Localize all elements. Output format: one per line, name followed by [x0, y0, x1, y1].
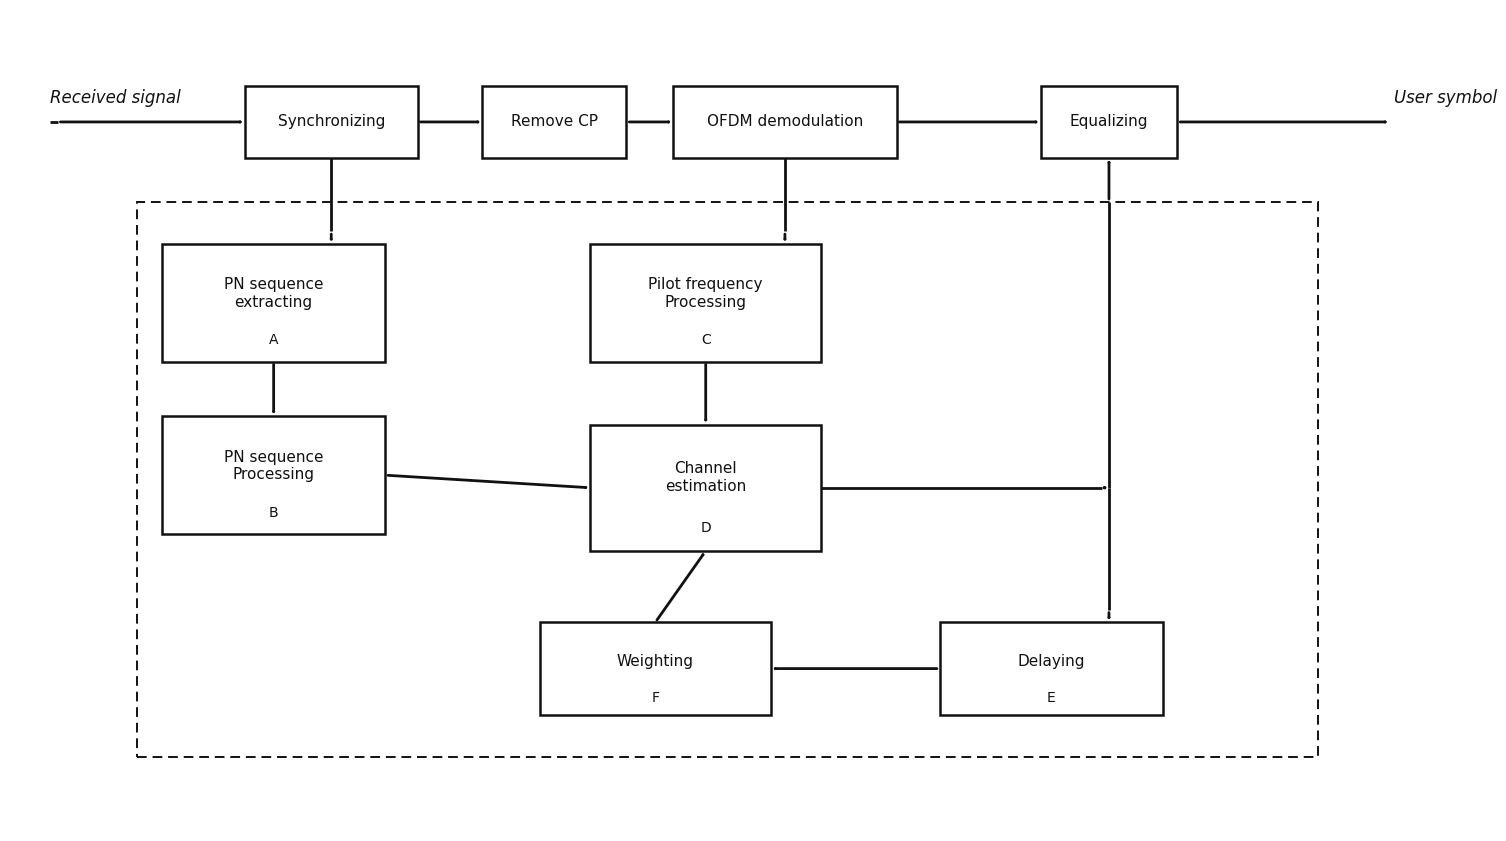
FancyBboxPatch shape [163, 416, 386, 534]
Text: E: E [1047, 691, 1056, 706]
FancyBboxPatch shape [1041, 87, 1178, 158]
Text: Received signal: Received signal [50, 89, 181, 107]
Text: Weighting: Weighting [617, 653, 694, 669]
Text: User symbol: User symbol [1395, 89, 1497, 107]
Text: Delaying: Delaying [1018, 653, 1086, 669]
Text: D: D [700, 521, 711, 535]
Text: Synchronizing: Synchronizing [277, 114, 386, 130]
Text: PN sequence
extracting: PN sequence extracting [224, 278, 324, 309]
Text: C: C [700, 333, 711, 347]
FancyBboxPatch shape [163, 244, 386, 362]
Text: Equalizing: Equalizing [1069, 114, 1148, 130]
Text: Channel
estimation: Channel estimation [666, 462, 747, 494]
Text: PN sequence
Processing: PN sequence Processing [224, 450, 324, 482]
Text: Pilot frequency
Processing: Pilot frequency Processing [649, 278, 764, 309]
FancyBboxPatch shape [245, 87, 417, 158]
Text: B: B [270, 505, 279, 520]
FancyBboxPatch shape [590, 425, 821, 551]
Text: A: A [270, 333, 279, 347]
FancyBboxPatch shape [590, 244, 821, 362]
FancyBboxPatch shape [482, 87, 626, 158]
FancyBboxPatch shape [541, 622, 771, 715]
Text: F: F [651, 691, 660, 706]
Text: OFDM demodulation: OFDM demodulation [706, 114, 863, 130]
Text: Remove CP: Remove CP [511, 114, 598, 130]
FancyBboxPatch shape [673, 87, 896, 158]
FancyBboxPatch shape [940, 622, 1163, 715]
